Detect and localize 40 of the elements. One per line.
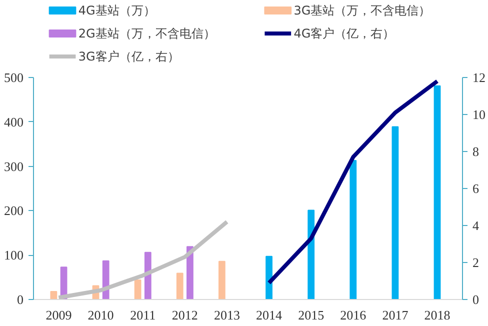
y2-tick-label: 10 (472, 107, 486, 122)
y-tick-label: 500 (4, 70, 24, 85)
y-tick-label: 300 (4, 158, 24, 174)
bar (218, 260, 226, 300)
y-tick-label: 400 (4, 114, 24, 130)
y-tick-label: 200 (4, 203, 24, 218)
y2-tick-label: 6 (472, 181, 480, 196)
y-tick-label: 100 (4, 248, 24, 263)
bar (50, 291, 58, 300)
bar (134, 279, 142, 300)
legend-label: 3G客户（亿，右） (78, 50, 180, 64)
y2-tick-label: 4 (472, 218, 480, 233)
x-tick-label: 2017 (382, 308, 409, 322)
y-tick-label: 0 (17, 292, 24, 307)
x-tick-label: 2015 (298, 308, 324, 322)
x-tick-label: 2012 (172, 308, 198, 322)
x-tick-label: 2011 (130, 308, 156, 322)
bar (434, 85, 441, 300)
x-tick-label: 2009 (46, 308, 72, 322)
legend-label: 2G基站（万，不含电信） (78, 26, 216, 40)
legend-label: 4G客户（亿，右） (294, 26, 395, 40)
y2-tick-label: 2 (472, 255, 479, 270)
bar (392, 126, 399, 300)
bar (144, 252, 152, 300)
x-tick-label: 2013 (214, 308, 240, 322)
legend-label: 3G基站（万，不含电信） (294, 4, 431, 18)
bar (266, 256, 272, 300)
y2-tick-label: 0 (472, 292, 479, 307)
bar (350, 160, 357, 300)
line-series (267, 79, 440, 285)
bar (308, 210, 315, 300)
x-tick-label: 2018 (424, 308, 450, 322)
x-tick-label: 2016 (340, 308, 367, 322)
legend-label: 4G基站（万） (78, 4, 156, 18)
bar (176, 272, 184, 300)
x-tick-label: 2010 (88, 308, 114, 322)
y2-tick-label: 8 (472, 144, 479, 159)
line-series (56, 220, 229, 300)
y2-tick-label: 12 (472, 70, 486, 85)
x-tick-label: 2014 (256, 308, 283, 322)
